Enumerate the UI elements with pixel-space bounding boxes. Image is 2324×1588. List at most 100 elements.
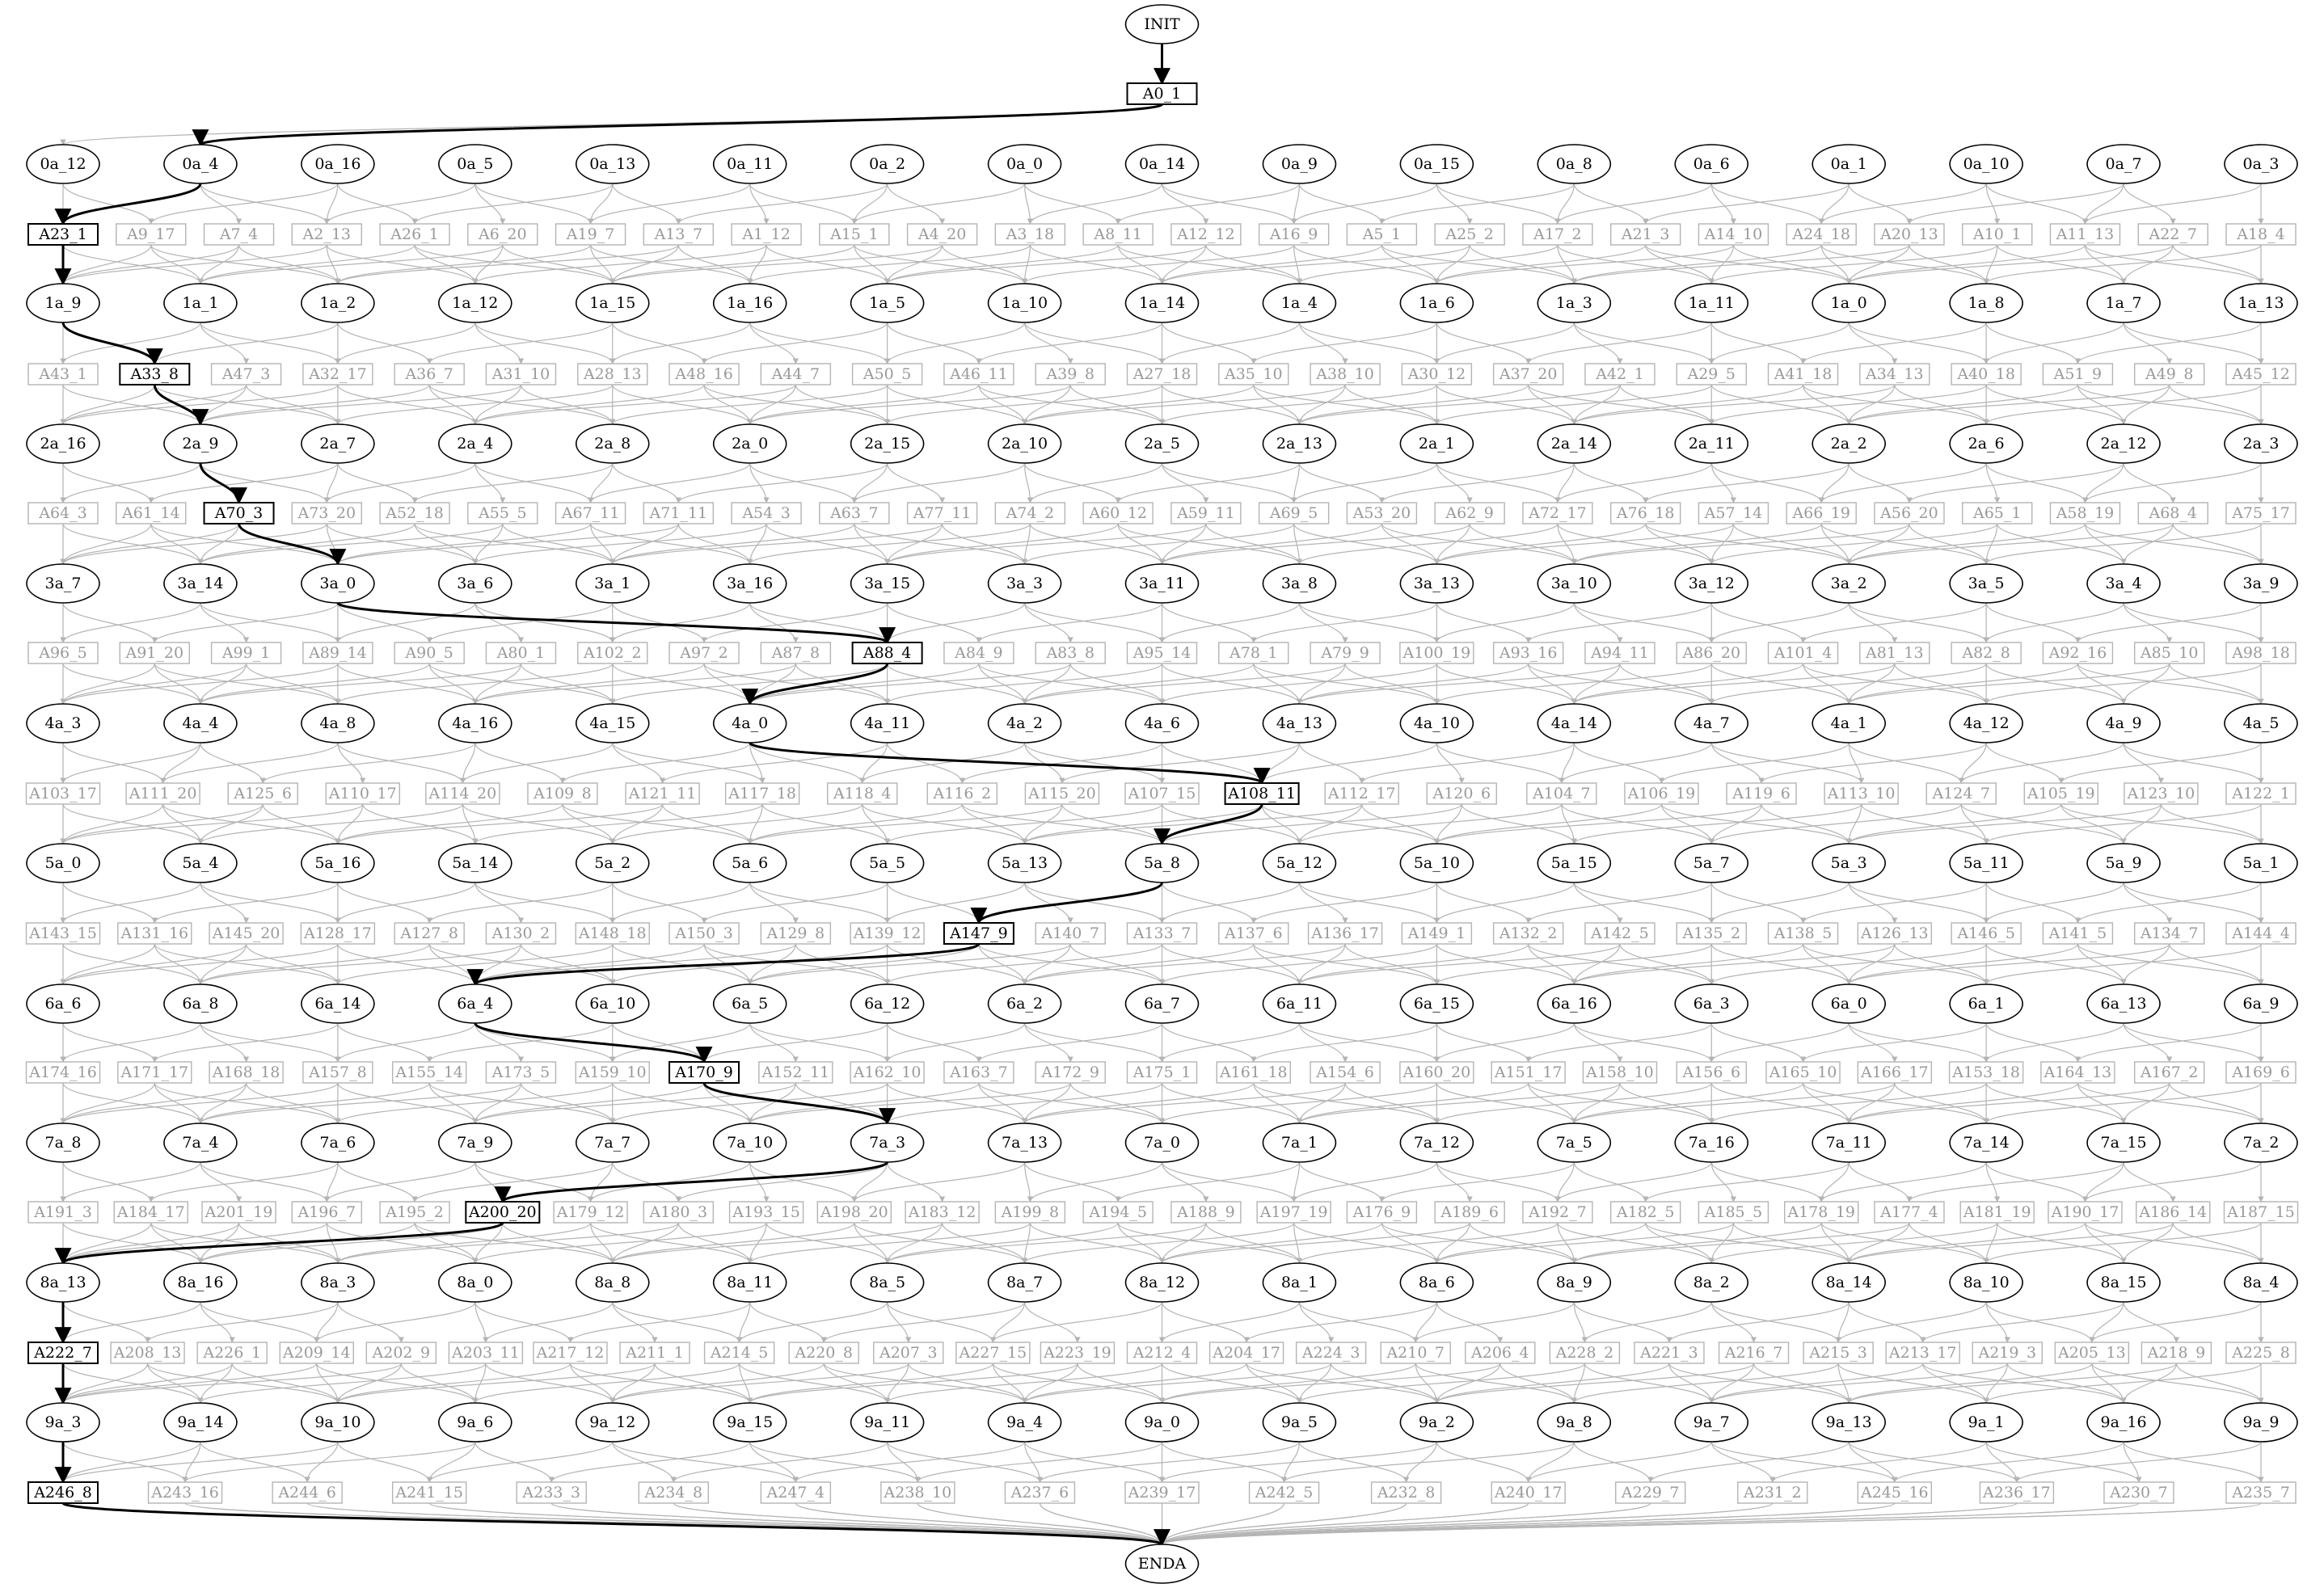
edge-1a-10-to-a27-18 — [1023, 322, 1166, 364]
state-node-4a-15: 4a_15 — [575, 703, 650, 743]
edge-a175-1-to-7a-3 — [884, 1082, 1163, 1124]
edge-9a-2-to-a240-17 — [1436, 1441, 1532, 1483]
edge-3a-5-to-a101-4 — [1800, 602, 1987, 643]
node-box — [577, 363, 648, 385]
action-node-a64-3: A64_3 — [27, 502, 99, 524]
edge-a201-19-to-8a-16 — [197, 1222, 240, 1264]
node-label: 2a_1 — [1419, 435, 1455, 453]
highlighted-edge-a200-20-to-8a-13 — [54, 1221, 504, 1266]
node-label: 8a_2 — [1693, 1274, 1730, 1291]
node-ellipse — [2086, 563, 2161, 604]
edge-a82-8-to-4a-7 — [1708, 663, 1987, 705]
node-label: A50_5 — [863, 365, 912, 383]
state-node-3a-0: 3a_0 — [301, 563, 375, 604]
node-ellipse — [1537, 423, 1612, 464]
action-node-a202-9: A202_9 — [365, 1342, 437, 1364]
edge-a223-19-to-9a-15 — [747, 1363, 1078, 1404]
node-label: 9a_1 — [1968, 1413, 2005, 1431]
action-node-a23-1: A23_1 — [27, 223, 99, 246]
state-node-3a-4: 3a_4 — [2086, 563, 2161, 604]
edge-9a-12-to-a234-8 — [612, 1441, 677, 1483]
edge-a10-1-to-1a-11 — [1708, 244, 1998, 284]
edge-7a-14-to-a190-17 — [1985, 1161, 2089, 1203]
edge-4a-9-to-a124-7 — [1958, 742, 2124, 784]
node-ellipse — [26, 423, 100, 464]
edge-a39-8-to-2a-5 — [1069, 384, 1166, 425]
node-box — [1874, 502, 1945, 524]
node-label: 9a_12 — [589, 1413, 635, 1431]
state-node-8a-4: 8a_4 — [2224, 1262, 2298, 1303]
edge-a53-20-to-3a-10 — [1381, 523, 1577, 565]
node-box — [125, 782, 200, 805]
node-ellipse — [1674, 144, 1749, 184]
edge-a108-11-to-5a-10 — [1261, 803, 1440, 845]
node-ellipse — [163, 144, 238, 184]
node-label: 9a_0 — [1144, 1413, 1180, 1431]
edge-0a-13-to-a19-7 — [587, 183, 614, 225]
node-box — [1522, 223, 1593, 246]
edge-a63-7-to-3a-3 — [854, 523, 1028, 565]
node-label: A61_14 — [121, 504, 180, 522]
action-node-a159-10: A159_10 — [575, 1061, 650, 1084]
edge-3a-16-to-a87-8 — [749, 602, 799, 643]
edge-a84-9-to-4a-2 — [978, 663, 1028, 705]
state-node-6a-15: 6a_15 — [1399, 984, 1474, 1024]
edge-7a-4-to-a196-7 — [200, 1161, 330, 1203]
edge-6a-5-to-a159-10 — [609, 1022, 751, 1063]
node-label: A17_2 — [1533, 225, 1582, 243]
action-node-a43-1: A43_1 — [27, 363, 99, 385]
node-label: A114_20 — [428, 785, 497, 802]
action-node-a203-11: A203_11 — [448, 1342, 524, 1364]
edge-a61-14-to-3a-7 — [60, 523, 152, 565]
node-ellipse — [850, 144, 925, 184]
edge-3a-2-to-a81-13 — [1848, 602, 1898, 643]
edge-8a-16-to-a226-1 — [200, 1301, 235, 1343]
node-box — [1824, 782, 1899, 805]
action-node-a21-3: A21_3 — [1609, 223, 1681, 246]
node-label: 6a_3 — [1693, 995, 1730, 1013]
state-node-0a-3: 0a_3 — [2224, 144, 2298, 184]
node-box — [1126, 82, 1198, 105]
edge-a119-6-to-5a-10 — [1433, 803, 1762, 845]
edge-4a-13-to-a108-11 — [1259, 742, 1301, 784]
node-box — [1346, 223, 1418, 246]
action-node-a151-17: A151_17 — [1491, 1061, 1566, 1084]
highlighted-edge-2a-9-to-a70-3 — [199, 462, 247, 505]
action-node-a188-9: A188_9 — [1170, 1201, 1242, 1224]
node-label: 4a_9 — [2106, 714, 2142, 732]
node-box — [1962, 502, 2033, 524]
edge-9a-0-to-a238-10 — [914, 1441, 1163, 1483]
edge-4a-7-to-a113-10 — [1710, 742, 1865, 784]
edge-9a-8-to-a242-5 — [1281, 1441, 1575, 1483]
edge-a151-17-to-7a-16 — [1528, 1082, 1715, 1124]
action-node-a99-1: A99_1 — [210, 642, 282, 664]
action-node-a9-17: A9_17 — [116, 223, 187, 246]
node-label: A172_9 — [1040, 1064, 1099, 1081]
node-ellipse — [1812, 563, 1886, 604]
edge-a118-4-to-5a-13 — [862, 803, 1028, 845]
edge-0a-1-to-a21-3 — [1643, 183, 1849, 225]
edge-0a-0-to-a15-1 — [851, 183, 1026, 225]
node-ellipse — [712, 703, 787, 743]
node-label: 9a_7 — [1693, 1413, 1730, 1431]
edge-1a-3-to-a42-1 — [1573, 322, 1623, 364]
edge-5a-4-to-a143-15 — [60, 882, 201, 924]
action-node-a98-18: A98_18 — [2225, 642, 2297, 664]
node-label: A117_18 — [728, 785, 796, 802]
node-label: A115_20 — [1027, 785, 1096, 802]
node-label: 8a_11 — [727, 1274, 773, 1291]
action-node-a135-2: A135_2 — [1676, 922, 1747, 945]
edge-a7-4-to-1a-2 — [238, 244, 341, 284]
edge-a213-17-to-9a-7 — [1708, 1363, 1924, 1404]
node-label: A112_17 — [1327, 785, 1396, 802]
edge-a125-6-to-5a-0 — [60, 803, 264, 845]
node-label: 1a_14 — [1139, 294, 1185, 312]
node-label: 7a_4 — [182, 1134, 218, 1152]
edge-a47-3-to-2a-16 — [60, 384, 247, 425]
edge-a181-19-to-8a-15 — [1997, 1222, 2127, 1264]
edge-a188-9-to-8a-5 — [884, 1222, 1207, 1264]
edge-a99-1-to-4a-4 — [197, 663, 247, 705]
edge-a91-20-to-4a-8 — [154, 663, 341, 705]
edge-a112-17-to-5a-13 — [1022, 803, 1363, 845]
state-node-1a-5: 1a_5 — [850, 283, 925, 323]
